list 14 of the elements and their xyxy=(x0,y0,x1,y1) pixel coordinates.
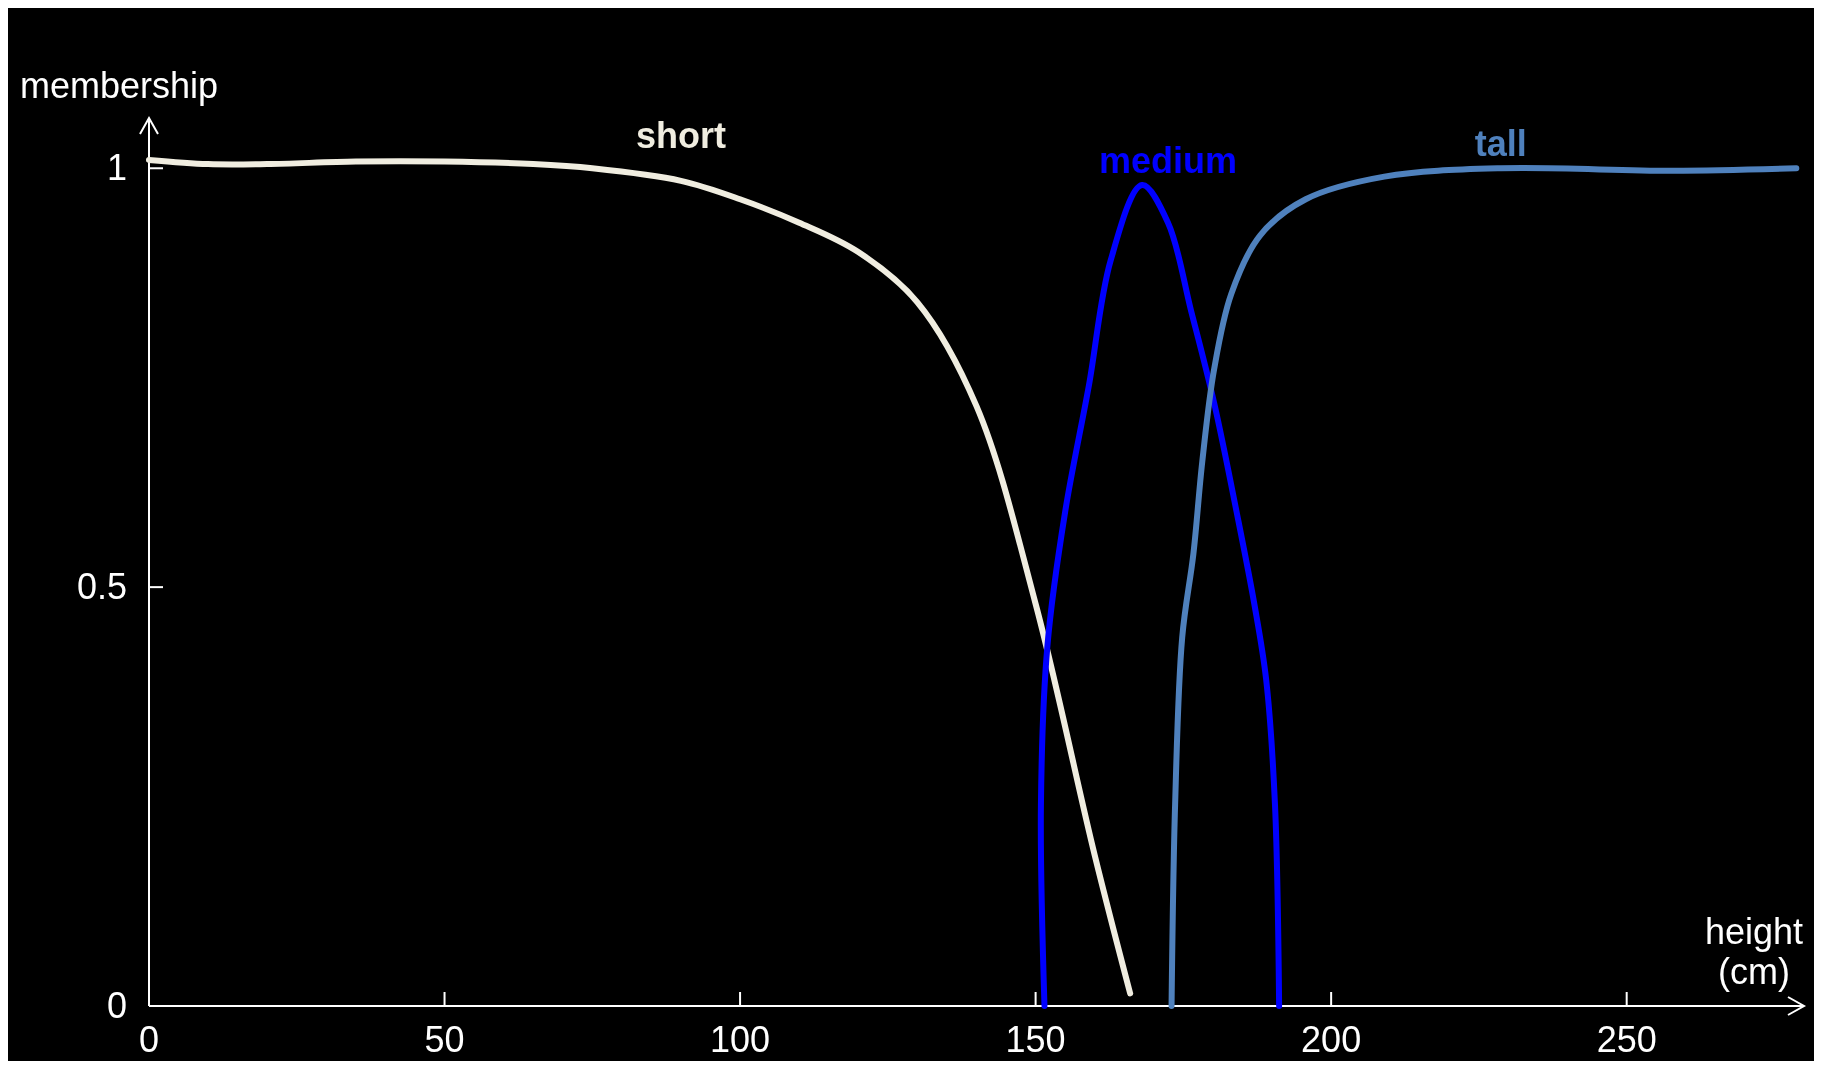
y-tick-label: 0.5 xyxy=(76,566,127,608)
y-tick-label: 0 xyxy=(106,985,127,1026)
y-tick-label: 1 xyxy=(106,147,127,189)
x-tick-label: 0 xyxy=(138,1019,160,1060)
x-tick-label: 100 xyxy=(710,1019,771,1060)
x-tick-label: 200 xyxy=(1301,1019,1362,1060)
x-tick-label: 250 xyxy=(1596,1019,1657,1060)
series-label: tall xyxy=(1474,123,1527,165)
x-tick-label: 50 xyxy=(424,1019,465,1060)
x-axis-title: height (cm) xyxy=(1704,911,1804,992)
y-axis-title: membership xyxy=(20,65,219,106)
series-label: medium xyxy=(1098,140,1238,182)
x-tick-label: 150 xyxy=(1005,1019,1066,1060)
series-label: short xyxy=(635,114,726,156)
